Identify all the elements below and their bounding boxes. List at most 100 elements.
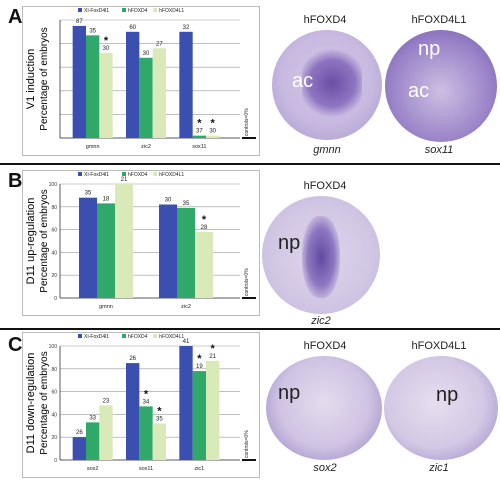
n-label: 30 [103, 46, 110, 52]
panel-c-gene-sox2: sox2 [313, 462, 337, 474]
significance-star: * [197, 353, 202, 365]
bar-sox2-1 [86, 422, 100, 460]
bar-zic2-0 [159, 204, 177, 298]
bar-gmnn-2 [99, 53, 113, 138]
bar-sox2-0 [72, 437, 86, 460]
significance-star: * [211, 118, 216, 130]
legend-label: hFOXD4L1 [159, 172, 184, 178]
n-label: 26 [76, 430, 83, 436]
panel-b-gene-zic2: zic2 [311, 315, 331, 327]
legend-label: XI-FoxD4l1 [84, 334, 109, 340]
y-tick-label: 40 [51, 412, 57, 418]
significance-star: * [202, 214, 207, 226]
x-tick-label: sox2 [87, 466, 99, 472]
n-label: 28 [201, 225, 208, 231]
bar-zic2-2 [152, 48, 166, 138]
legend-swatch [122, 334, 126, 338]
x-tick-label: sox11 [192, 144, 206, 150]
bar-gmnn-1 [97, 203, 115, 298]
legend-swatch [78, 8, 82, 12]
significance-star: * [104, 35, 109, 47]
y-tick-label: 20 [51, 273, 57, 279]
control-bar [242, 459, 256, 461]
panel-b-letter: B [8, 170, 23, 192]
legend-swatch [153, 334, 158, 338]
n-label: 27 [156, 41, 163, 47]
x-tick-label: zic1 [194, 466, 204, 472]
n-label: 87 [76, 19, 83, 25]
panel-a-label-np: np [418, 38, 441, 60]
y-axis-subtitle: Percentage of embryos [39, 27, 50, 130]
panel-a-label-ac-2: ac [408, 80, 430, 102]
n-label: 26 [129, 356, 136, 362]
significance-star: * [144, 388, 149, 400]
n-label: 18 [103, 196, 110, 202]
y-tick-label: 20 [51, 435, 57, 441]
n-label: 35 [156, 417, 163, 423]
x-tick-label: gmnn [86, 144, 100, 150]
n-label: 30 [143, 51, 150, 57]
divider-bc [0, 328, 500, 330]
control-note: controls=0% [244, 268, 250, 296]
panel-c-photo-title-2: hFOXD4L1 [411, 340, 467, 352]
panel-a-gene-sox11: sox11 [424, 144, 454, 156]
panel-c-gene-zic1: zic1 [429, 462, 449, 474]
bar-gmnn-1 [86, 35, 100, 139]
legend-label: hFOXD4L1 [159, 334, 184, 340]
bar-sox11-1 [192, 135, 206, 138]
significance-star: * [197, 118, 202, 130]
n-label: 34 [143, 399, 150, 405]
n-label: 21 [209, 354, 216, 360]
legend-label: hFOXD4 [128, 8, 148, 14]
panel-a-photo-title-1: hFOXD4 [303, 14, 347, 26]
legend-label: hFOXD4 [128, 172, 148, 178]
legend-swatch [122, 172, 126, 176]
y-tick-label: 80 [51, 205, 57, 211]
panel-a-gene-gmnn: gmnn [313, 144, 341, 156]
y-axis-title: D11 up-regulation [25, 198, 37, 285]
x-tick-label: zic2 [141, 144, 151, 150]
panel-c-label-np-2: np [436, 384, 459, 406]
panel-b-label-np: np [278, 232, 301, 254]
significance-star: * [211, 343, 216, 355]
bar-zic1-0 [179, 346, 193, 460]
bar-zic1-1 [192, 371, 206, 460]
x-tick-label: gmnn [99, 304, 113, 310]
control-bar [242, 297, 256, 299]
y-tick-label: 0 [54, 458, 57, 464]
divider-ab [0, 163, 500, 165]
y-tick-label: 100 [49, 344, 58, 350]
y-tick-label: 40 [51, 250, 57, 256]
embryo-photo-gmnn [272, 30, 382, 140]
bar-sox11-1 [139, 406, 153, 460]
bar-sox11-2 [152, 423, 166, 460]
n-label: 32 [183, 25, 190, 31]
x-tick-label: sox11 [139, 466, 153, 472]
legend-label: XI-FoxD4l1 [84, 172, 109, 178]
n-label: 35 [183, 201, 190, 207]
y-tick-label: 80 [51, 367, 57, 373]
n-label: 19 [196, 364, 203, 370]
n-label: 60 [129, 25, 136, 31]
bar-sox2-2 [99, 405, 113, 460]
panel-c-label-np-1: np [278, 382, 301, 404]
significance-star: * [157, 406, 162, 418]
legend-swatch [153, 172, 158, 176]
panel-a-letter: A [8, 6, 23, 28]
panel-b-photo-title: hFOXD4 [303, 180, 347, 192]
legend-label: hFOXD4 [128, 334, 148, 340]
embryo-photo-sox11 [385, 30, 497, 142]
legend-swatch [153, 8, 158, 12]
bar-gmnn-0 [79, 197, 97, 298]
y-tick-label: 60 [51, 228, 57, 234]
panel-a-label-ac-1: ac [292, 70, 314, 92]
panel-c-photo-title-1: hFOXD4 [303, 340, 347, 352]
n-label: 23 [103, 398, 110, 404]
control-note: controls=0% [244, 108, 250, 136]
panel-c-chart: D11 down-regulation Percentage of embryos… [22, 332, 260, 478]
bar-gmnn-0 [72, 25, 86, 138]
embryo-photo-zic2 [262, 196, 380, 314]
n-label: 37 [196, 129, 203, 135]
n-label: 30 [165, 198, 172, 204]
y-tick-label: 0 [54, 296, 57, 302]
